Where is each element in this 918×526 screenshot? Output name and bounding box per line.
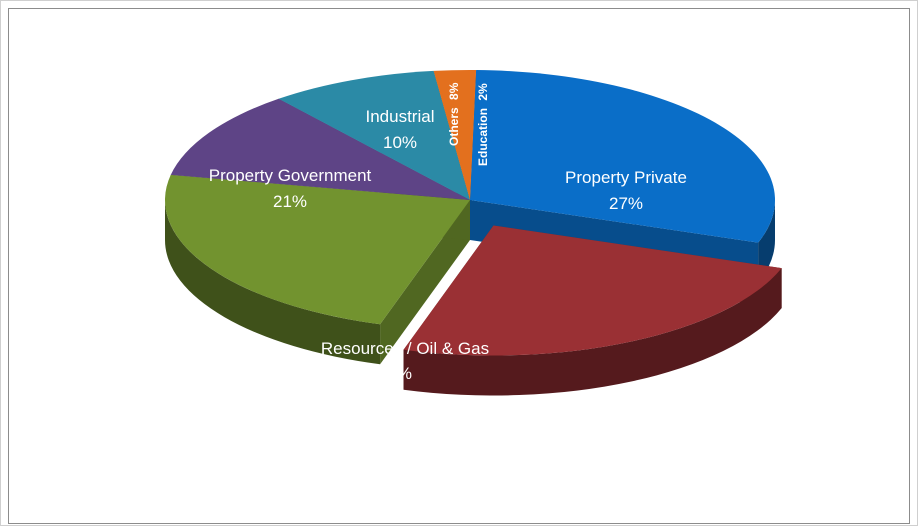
slice-wall-resources-oil-gas-0 bbox=[403, 268, 782, 396]
label-others-name: Others bbox=[447, 107, 461, 146]
pie-slice-others bbox=[278, 70, 470, 200]
label-education-name: Education bbox=[476, 108, 490, 166]
pie-slice-resources-oil-gas bbox=[403, 225, 782, 356]
pie-slice-industrial bbox=[170, 98, 471, 200]
pie-slice-education bbox=[433, 70, 477, 200]
label-others-value: 8% bbox=[447, 82, 461, 100]
slice-wall-property-private-0 bbox=[758, 200, 775, 283]
value-resources-oil-gas: 22% bbox=[378, 364, 412, 383]
pie-slice-property-government bbox=[165, 174, 471, 325]
label-property-government: Property Government bbox=[209, 166, 372, 185]
label-industrial: Industrial bbox=[366, 107, 435, 126]
label-education: Education 2% bbox=[476, 83, 490, 166]
label-others: Others 8% bbox=[447, 82, 461, 146]
slice-wall-property-government-0 bbox=[165, 200, 381, 365]
label-property-private: Property Private bbox=[565, 168, 687, 187]
pie-slice-property-private bbox=[470, 70, 775, 243]
label-education-value: 2% bbox=[476, 83, 490, 101]
value-property-private: 27% bbox=[609, 194, 643, 213]
pie-slice-tops bbox=[165, 70, 782, 356]
label-resources-oil-gas: Resources / Oil & Gas bbox=[321, 339, 489, 358]
value-property-government: 21% bbox=[273, 192, 307, 211]
value-industrial: 10% bbox=[383, 133, 417, 152]
slice-radial-face-property-government-0 bbox=[380, 200, 470, 365]
slice-labels: Property Private 27% Resources / Oil & G… bbox=[209, 82, 687, 383]
